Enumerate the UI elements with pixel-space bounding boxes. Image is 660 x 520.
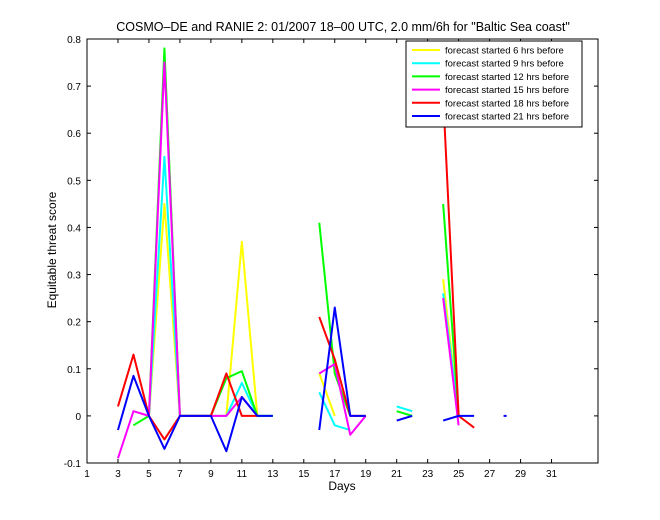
series-line: [396, 410, 413, 417]
series-line: [396, 414, 413, 422]
x-tick-label: 13: [267, 469, 279, 480]
series-line: [318, 222, 352, 417]
chart-title: COSMO–DE and RANIE 2: 01/2007 18–00 UTC,…: [116, 20, 570, 34]
x-tick-label: 7: [177, 469, 183, 480]
series-6: [117, 306, 507, 453]
y-tick-label: 0.5: [67, 176, 81, 187]
legend-label: forecast started 12 hrs before: [445, 72, 569, 83]
x-tick-label: 11: [237, 469, 248, 480]
x-tick-label: 3: [115, 469, 121, 480]
x-tick-label: 15: [298, 469, 310, 480]
x-tick-label: 29: [515, 469, 527, 480]
series-line: [318, 373, 336, 417]
series-line: [318, 306, 366, 431]
y-tick-label: 0.7: [67, 82, 81, 93]
legend-label: forecast started 21 hrs before: [445, 112, 569, 123]
y-axis: -0.1 0 0.1 0.2 0.3 0.4 0.5 0.6 0.7 0.8: [64, 35, 598, 470]
x-axis: 1 3 5 7 9 11 13 15 17 19 21 23 25 27 29 31: [84, 39, 558, 480]
legend-label: forecast started 18 hrs before: [445, 98, 569, 109]
x-tick-label: 31: [546, 469, 558, 480]
x-tick-label: 25: [453, 469, 465, 480]
y-tick-label: 0.3: [67, 271, 81, 282]
y-axis-label: Equitable threat score: [45, 191, 59, 308]
x-tick-label: 9: [208, 469, 214, 480]
x-tick-label: 19: [360, 469, 372, 480]
x-tick-label: 1: [84, 469, 90, 480]
y-tick-label: 0.4: [67, 223, 81, 234]
plot-frame: [86, 38, 599, 464]
legend-label: forecast started 9 hrs before: [445, 59, 564, 70]
y-tick-label: 0.6: [67, 129, 81, 140]
x-tick-label: 5: [146, 469, 152, 480]
legend-label: forecast started 15 hrs before: [445, 85, 569, 96]
y-tick-label: 0.8: [67, 35, 81, 46]
y-tick-label: 0.1: [67, 365, 81, 376]
legend-label: forecast started 6 hrs before: [445, 46, 564, 57]
series-line: [117, 374, 273, 453]
y-tick-label: 0: [75, 412, 81, 423]
legend-box: [405, 40, 583, 128]
x-tick-label: 23: [422, 469, 434, 480]
series-line: [396, 405, 413, 413]
series-layer: [117, 47, 507, 459]
legend: forecast started 6 hrs before forecast st…: [405, 40, 583, 128]
x-tick-label: 21: [391, 469, 403, 480]
series-line: [318, 391, 351, 431]
y-tick-label: 0.2: [67, 318, 81, 329]
y-tick-label: -0.1: [64, 459, 82, 470]
series-line: [442, 414, 475, 422]
x-axis-label: Days: [328, 479, 355, 493]
x-tick-label: 17: [329, 469, 341, 480]
series-line: [442, 297, 460, 426]
x-tick-label: 27: [484, 469, 496, 480]
